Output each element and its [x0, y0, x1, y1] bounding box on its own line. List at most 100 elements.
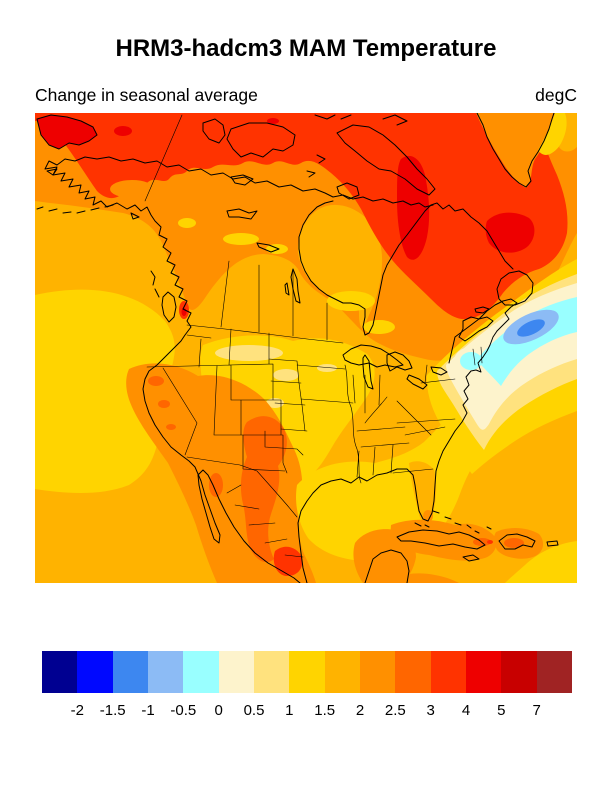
- lake-erie: [406, 374, 428, 390]
- dark-red-spot-arctic: [267, 118, 279, 124]
- alaska-yukon-border: [144, 114, 183, 202]
- colorbar-tick-label: -1.5: [99, 702, 126, 719]
- colorbar-segment: [324, 651, 360, 693]
- us-canada-border: [186, 324, 344, 344]
- baffin-island: [336, 124, 436, 196]
- colorbar-tick-label: 7: [532, 702, 541, 719]
- coastlines: [36, 113, 559, 583]
- colorbar-tick-label: -1: [141, 702, 155, 719]
- colorbar-tick-label: 2: [355, 702, 365, 719]
- hudson-bay-south-gold: [327, 291, 375, 311]
- bottom-right-gold-wedge: [505, 541, 577, 583]
- sierra-spot-3: [166, 424, 176, 430]
- colorbar-segment: [501, 651, 537, 693]
- gulf-atlantic-coast: [297, 330, 498, 583]
- color-field-layers: [35, 113, 577, 583]
- colorbar-segment: [77, 651, 113, 693]
- hispaniola-spot: [504, 538, 524, 548]
- colorbar-segment: [112, 651, 148, 693]
- ontario-gold-patch: [363, 320, 395, 334]
- great-bear-lake: [230, 174, 254, 186]
- gulf-california-spot: [209, 473, 223, 497]
- sierra-spot-2: [158, 400, 170, 408]
- yukon-gold-patch: [178, 218, 196, 228]
- figure-title: HRM3-hadcm3 MAM Temperature: [115, 35, 497, 62]
- lake-michigan: [362, 354, 374, 390]
- cuba-red-dot: [487, 540, 493, 544]
- colorbar: [42, 651, 572, 693]
- nova-scotia: [458, 316, 494, 342]
- southampton-island: [336, 182, 360, 200]
- mainland-west-coast: [44, 156, 434, 583]
- province-borders: [220, 260, 328, 341]
- chukotka-coast: [36, 114, 98, 150]
- mexico-state-borders: [226, 484, 304, 558]
- plains-light-yellow-patch: [215, 345, 283, 361]
- lake-superior: [342, 344, 404, 368]
- great-slave-lake: [226, 208, 258, 220]
- mississippi-river: [344, 364, 362, 484]
- subtitle-row: Change in seasonal average degC: [35, 85, 577, 106]
- labrador-sea-dark-red-core: [485, 212, 535, 253]
- yukon-orange-patch: [182, 199, 208, 211]
- appalachian-borders: [396, 364, 456, 436]
- plains-state-borders: [264, 358, 308, 456]
- st-lawrence-gulf-coast: [448, 298, 518, 364]
- lake-manitoba: [284, 282, 290, 296]
- hudson-bay-shore: [298, 200, 432, 336]
- colorbar-tick-label: 3: [426, 702, 435, 719]
- cuba-orange-halo: [390, 519, 497, 561]
- top-right-amber-corner: [559, 113, 577, 152]
- banks-island: [202, 118, 226, 144]
- colorbar-segment: [218, 651, 254, 693]
- figure-subtitle: Change in seasonal average: [35, 85, 258, 105]
- lake-huron: [386, 351, 413, 372]
- baffin-bay-dark-red-streak: [397, 155, 430, 260]
- florida-amber-strip: [409, 461, 437, 523]
- jamaica: [462, 554, 480, 562]
- colorbar-tick-label: 4: [461, 702, 471, 719]
- midwest-borders: [296, 364, 381, 414]
- alaska-interior-orange-patch: [110, 180, 154, 198]
- st-lawrence-island: [46, 168, 58, 176]
- aleutian-islands: [36, 204, 140, 220]
- colorbar-labels: -2 -1.5 -1 -0.5 0 0.5 1 1.5 2 2.5 3 4 5 7: [42, 702, 572, 722]
- plains-light-yellow-patch-2: [273, 369, 299, 381]
- prince-edward-island: [474, 306, 490, 314]
- arctic-islets: [306, 114, 408, 178]
- colorbar-tick-label: 0.5: [243, 702, 265, 719]
- pacific-gold-region: [35, 289, 175, 493]
- atlantic-cool-anomaly: [426, 259, 577, 474]
- arctic-red-region: [35, 113, 568, 320]
- western-state-borders: [146, 328, 288, 474]
- bahamas: [414, 510, 492, 534]
- nwt-gold-patch: [223, 233, 259, 245]
- map-svg: [35, 113, 577, 583]
- greenland-orange: [476, 113, 555, 188]
- colorbar-segment: [147, 651, 184, 693]
- anomaly-cyan-spot: [460, 352, 482, 370]
- chukotka-dark-red: [37, 115, 97, 149]
- lake-athabasca: [256, 242, 280, 253]
- colorbar-segment: [253, 651, 290, 693]
- newfoundland: [496, 270, 534, 306]
- temperature-change-map: [35, 113, 577, 583]
- colorbar-segment: [465, 651, 502, 693]
- southeast-borders: [356, 426, 434, 478]
- lake-ontario: [430, 366, 448, 376]
- colorbar-segment: [183, 651, 219, 693]
- colorbar-segment: [430, 651, 466, 693]
- vancouver-island: [161, 291, 177, 323]
- sierra-madre-dark-orange-band: [240, 416, 287, 563]
- colorbar-tick-label: 1: [285, 702, 294, 719]
- victoria-island: [226, 122, 296, 158]
- dark-red-spot-north: [114, 126, 132, 136]
- yucatan-coast: [364, 549, 410, 583]
- greenland-coast: [476, 113, 555, 188]
- colorbar-tick-label: 0: [214, 702, 223, 719]
- colorbar-segment: [536, 651, 572, 693]
- colorbar-segment: [359, 651, 396, 693]
- ohio-river: [364, 396, 388, 424]
- us-mexico-border: [186, 456, 298, 518]
